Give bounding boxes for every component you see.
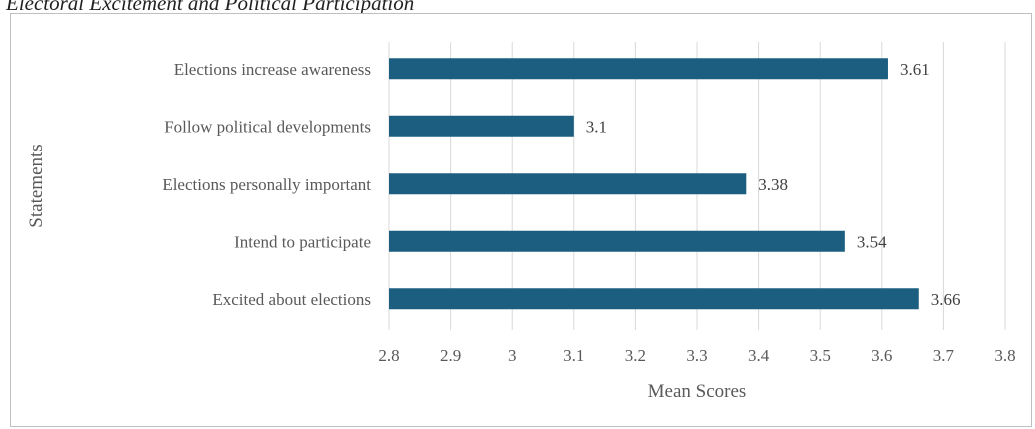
x-tick-labels: 2.8 2.9 3 3.1 3.2 3.3 3.4 3.5 3.6 3.7 3.8 bbox=[378, 346, 1015, 365]
figure-caption: Electoral Excitement and Political Parti… bbox=[6, 0, 415, 15]
x-tick-label: 3.6 bbox=[871, 346, 892, 365]
x-tick-label: 3.7 bbox=[933, 346, 955, 365]
x-tick-label: 3.5 bbox=[810, 346, 831, 365]
x-tick-label: 3.1 bbox=[563, 346, 584, 365]
data-label: 3.38 bbox=[758, 175, 788, 194]
bar bbox=[389, 230, 845, 252]
x-tick-label: 2.8 bbox=[378, 346, 399, 365]
x-tick-label: 3.4 bbox=[748, 346, 770, 365]
bar bbox=[389, 115, 574, 137]
x-tick-label: 3 bbox=[508, 346, 517, 365]
category-label: Elections personally important bbox=[162, 175, 371, 194]
category-labels: Elections increase awareness Follow polit… bbox=[162, 60, 371, 309]
category-label: Elections increase awareness bbox=[174, 60, 371, 79]
x-tick-label: 3.3 bbox=[686, 346, 707, 365]
x-axis-title: Mean Scores bbox=[648, 381, 747, 402]
data-label: 3.61 bbox=[900, 60, 930, 79]
x-tick-label: 3.2 bbox=[625, 346, 646, 365]
category-label: Intend to participate bbox=[234, 232, 371, 251]
category-label: Excited about elections bbox=[212, 290, 371, 309]
y-axis-title: Statements bbox=[26, 144, 47, 227]
bars bbox=[389, 58, 919, 310]
chart-area bbox=[10, 13, 1032, 427]
bar bbox=[389, 58, 888, 80]
bar bbox=[389, 173, 747, 195]
data-label: 3.66 bbox=[931, 290, 961, 309]
x-tick-label: 2.9 bbox=[440, 346, 461, 365]
data-label: 3.1 bbox=[586, 117, 607, 136]
category-label: Follow political developments bbox=[164, 117, 371, 136]
bar bbox=[389, 288, 919, 310]
x-tick-label: 3.8 bbox=[994, 346, 1015, 365]
gridlines bbox=[388, 42, 1006, 330]
data-label: 3.54 bbox=[857, 232, 887, 251]
data-labels: 3.61 3.1 3.38 3.54 3.66 bbox=[586, 60, 961, 309]
